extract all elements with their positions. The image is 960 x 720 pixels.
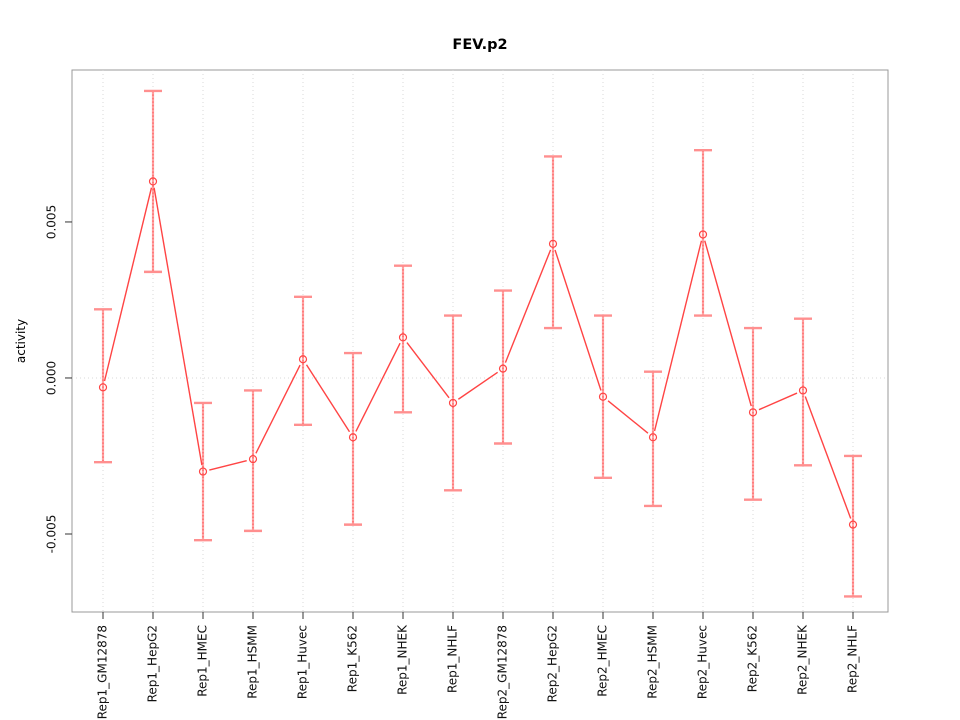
x-tick-label: Rep1_HepG2 xyxy=(146,625,160,702)
x-tick-label: Rep2_NHLF xyxy=(846,625,860,693)
data-point xyxy=(748,408,758,417)
series-segment xyxy=(355,342,401,432)
error-bars xyxy=(94,89,862,598)
x-axis: Rep1_GM12878 Rep1_HepG2 Rep1_HMEC Rep1_HSMM… xyxy=(96,612,860,719)
data-point xyxy=(498,364,508,373)
plot-border xyxy=(71,69,889,613)
series-segment xyxy=(554,249,602,391)
x-tick-label: Rep2_HepG2 xyxy=(546,625,560,702)
x-tick-label: Rep2_Huvec xyxy=(696,625,710,699)
series-segment xyxy=(406,342,450,399)
data-point xyxy=(648,433,658,442)
x-tick-label: Rep2_HMEC xyxy=(596,625,610,697)
y-tick-label: 0.005 xyxy=(45,205,59,239)
data-point xyxy=(148,177,158,186)
chart-title: FEV.p2 xyxy=(452,37,507,53)
data-points xyxy=(98,177,858,529)
x-tick-label: Rep1_Huvec xyxy=(296,625,310,699)
series-segment xyxy=(457,371,499,400)
x-tick-label: Rep2_HSMM xyxy=(646,625,660,699)
data-point xyxy=(348,433,358,442)
data-point xyxy=(698,230,708,239)
series-segment xyxy=(653,240,703,432)
series-segment xyxy=(804,396,852,519)
series-segment xyxy=(103,187,153,382)
y-axis: -0.005 0.000 0.005 xyxy=(45,205,72,554)
x-tick-label: Rep1_GM12878 xyxy=(96,625,110,719)
data-point xyxy=(848,520,858,529)
data-point xyxy=(298,355,308,364)
data-point xyxy=(98,383,108,392)
data-point xyxy=(598,392,608,401)
x-tick-label: Rep1_HMEC xyxy=(196,625,210,697)
series-segment xyxy=(607,400,649,434)
x-tick-label: Rep1_NHLF xyxy=(446,625,460,693)
data-point xyxy=(398,333,408,342)
data-point xyxy=(198,467,208,476)
gridlines xyxy=(72,70,888,612)
series-segment xyxy=(209,459,247,471)
series-segment xyxy=(255,364,301,454)
x-tick-label: Rep2_K562 xyxy=(746,625,760,692)
x-tick-label: Rep1_HSMM xyxy=(246,625,260,699)
x-tick-label: Rep2_GM12878 xyxy=(496,625,510,719)
series-segment xyxy=(704,240,752,407)
series-line xyxy=(103,187,852,519)
series-segment xyxy=(758,392,798,411)
series-segment xyxy=(504,249,552,363)
y-tick-label: -0.005 xyxy=(45,515,59,554)
y-tick-label: 0.000 xyxy=(45,361,59,395)
x-tick-label: Rep1_K562 xyxy=(346,625,360,692)
series-segment xyxy=(153,187,203,466)
data-point xyxy=(548,239,558,248)
data-point xyxy=(248,455,258,464)
series-segment xyxy=(305,364,351,433)
x-tick-label: Rep2_NHEK xyxy=(796,624,810,695)
data-point xyxy=(448,398,458,408)
x-tick-label: Rep1_NHEK xyxy=(396,624,410,695)
data-point xyxy=(798,386,808,395)
y-axis-label: activity xyxy=(14,319,28,363)
